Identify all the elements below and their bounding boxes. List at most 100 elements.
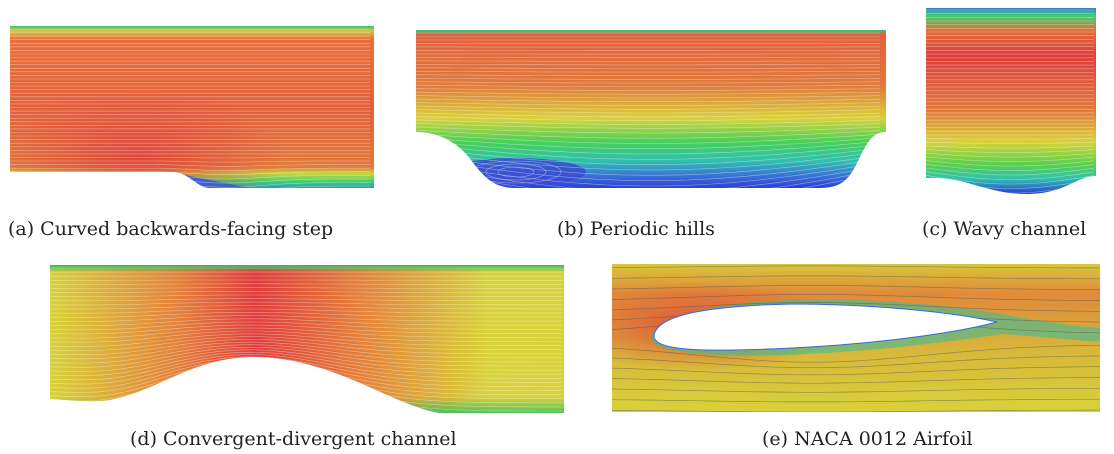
streamline [926,167,1095,176]
streamline [50,324,562,335]
flow-field-image-d [50,265,564,413]
caption-e-label: (e) [762,428,789,450]
streamline [416,140,881,155]
caption-e: (e) NACA 0012 Airfoil [762,428,973,450]
streamline [50,298,562,302]
streamline [50,339,562,355]
streamline [926,141,1095,144]
streamline [416,150,881,171]
streamline [416,157,881,181]
streamline [612,265,1100,269]
streamline [926,175,1095,185]
streamline [50,305,562,310]
streamline [416,164,881,188]
panel-d-convergent-divergent [50,265,564,415]
streamline [50,341,562,360]
streamline [926,138,1095,140]
streamline [416,95,881,99]
caption-a-label: (a) [8,218,35,240]
streamline [50,349,562,372]
streamline [416,77,880,80]
streamline [50,315,562,322]
streamline [926,156,1095,162]
streamline [10,157,370,159]
streamline [416,105,881,110]
streamline [926,153,1095,158]
streamline [612,377,1100,384]
caption-e-text: NACA 0012 Airfoil [794,428,973,450]
streamline [612,398,1100,403]
streamline [612,344,1100,363]
streamline [50,356,562,385]
streamline [50,354,562,381]
streamline [50,291,562,293]
streamline [50,318,562,326]
streamline [50,346,563,368]
streamline [416,71,880,73]
caption-a-text: Curved backwards-facing step [40,218,334,240]
panel-e-naca-airfoil [612,264,1100,412]
streamline [926,145,1095,149]
streamline [612,355,1100,369]
flow-field-image-c [926,8,1096,194]
streamline [10,164,370,167]
caption-c-label: (c) [922,218,948,240]
streamline [416,154,881,176]
streamline [416,74,880,77]
streamline [50,351,562,376]
streamline [416,64,881,66]
panel-b-periodic-hills [416,30,886,190]
streamline [50,336,562,351]
streamline [50,333,562,347]
streamline [416,84,881,88]
streamline [612,275,1100,280]
caption-d: (d) Convergent-divergent channel [130,428,457,450]
streamline [416,116,881,121]
streamline [416,161,881,187]
caption-d-text: Convergent-divergent channel [163,428,457,450]
caption-b-label: (b) [557,218,584,240]
streamline [612,294,1100,301]
streamline [416,119,881,125]
streamline [50,321,562,331]
streamline [612,302,1100,312]
streamline [416,137,881,149]
streamline [50,301,562,306]
panel-c-wavy-channel [926,8,1096,194]
streamline [416,130,881,139]
streamline [50,344,562,364]
streamline [50,287,562,289]
streamline [416,147,881,165]
flow-field-image-b [416,30,886,188]
streamline [10,167,370,171]
streamline [416,126,881,134]
streamline [416,60,881,62]
streamline [416,123,881,129]
caption-c: (c) Wavy channel [922,218,1086,240]
streamline [926,160,1095,167]
streamline [612,285,1100,291]
streamline [416,81,881,84]
streamline [416,144,881,160]
streamline [416,112,881,118]
caption-c-text: Wavy channel [953,218,1087,240]
streamline [10,171,370,175]
streamline [50,311,562,318]
caption-d-label: (d) [130,428,157,450]
caption-b-text: Periodic hills [590,218,715,240]
streamline [612,387,1100,393]
streamline [926,171,1095,180]
streamline [416,133,881,144]
streamline [926,164,1095,171]
flow-field-image-e [612,264,1100,412]
flow-field-image-a [10,26,374,188]
streamline [416,91,881,95]
caption-a: (a) Curved backwards-facing step [8,218,333,240]
caption-b: (b) Periodic hills [557,218,715,240]
streamline [50,327,562,339]
streamline [10,160,370,163]
panel-a-curved-step [10,26,374,190]
airfoil-shape [653,303,998,351]
streamline [50,308,562,314]
streamline [50,294,562,297]
